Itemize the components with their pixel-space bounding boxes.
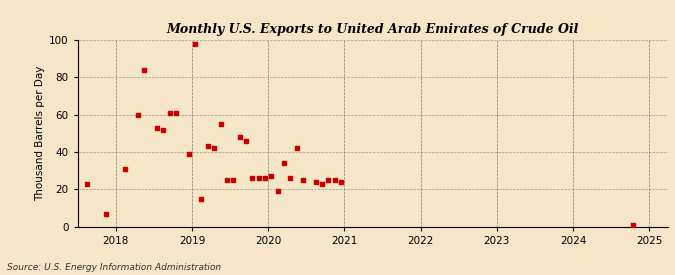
Point — [298, 178, 308, 182]
Point — [184, 152, 194, 156]
Point — [317, 182, 327, 186]
Point — [260, 176, 271, 180]
Point — [132, 112, 143, 117]
Point — [272, 189, 283, 194]
Point — [323, 178, 334, 182]
Point — [234, 135, 245, 139]
Point — [82, 182, 92, 186]
Point — [196, 197, 207, 201]
Point — [190, 42, 200, 46]
Point — [171, 111, 182, 115]
Point — [628, 223, 639, 227]
Point — [158, 127, 169, 132]
Point — [329, 178, 340, 182]
Point — [285, 176, 296, 180]
Point — [120, 167, 131, 171]
Point — [279, 161, 290, 166]
Point — [253, 176, 264, 180]
Point — [101, 211, 111, 216]
Point — [152, 126, 163, 130]
Title: Monthly U.S. Exports to United Arab Emirates of Crude Oil: Monthly U.S. Exports to United Arab Emir… — [167, 23, 579, 36]
Point — [139, 68, 150, 72]
Point — [335, 180, 346, 184]
Y-axis label: Thousand Barrels per Day: Thousand Barrels per Day — [35, 66, 45, 201]
Point — [266, 174, 277, 178]
Point — [240, 139, 251, 143]
Point — [164, 111, 175, 115]
Point — [310, 180, 321, 184]
Point — [292, 146, 302, 150]
Point — [221, 178, 232, 182]
Point — [209, 146, 219, 150]
Point — [202, 144, 213, 149]
Text: Source: U.S. Energy Information Administration: Source: U.S. Energy Information Administ… — [7, 263, 221, 272]
Point — [247, 176, 258, 180]
Point — [228, 178, 239, 182]
Point — [215, 122, 226, 126]
